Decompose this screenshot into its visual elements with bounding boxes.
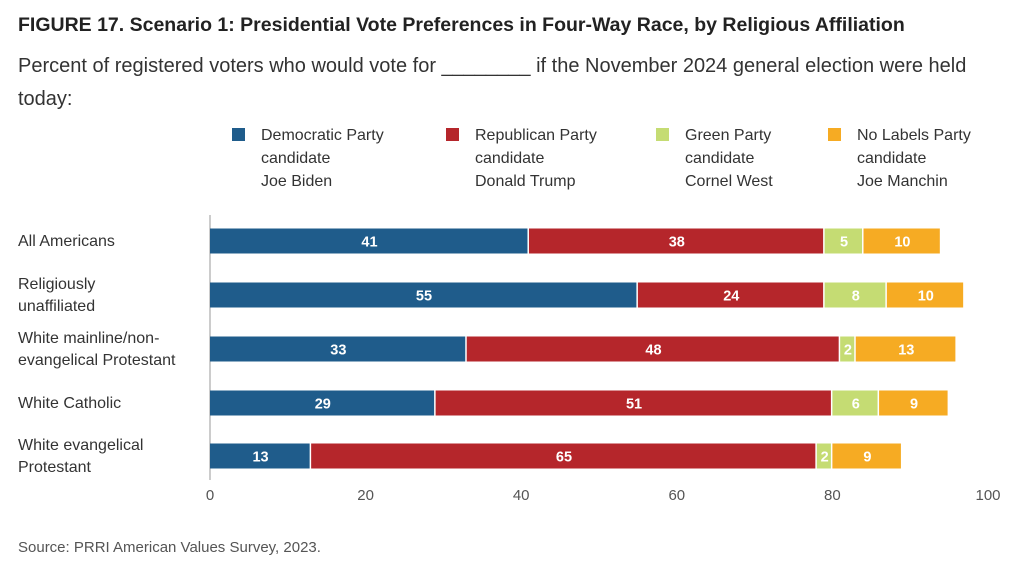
legend-swatch-biden bbox=[232, 128, 245, 141]
bar-segment bbox=[832, 443, 901, 469]
bar-segment bbox=[210, 390, 435, 416]
x-tick-label: 60 bbox=[668, 487, 685, 504]
legend-item-west: Green Party candidate Cornel West bbox=[656, 124, 773, 193]
bar-segment bbox=[840, 336, 855, 362]
legend: Democratic Party candidate Joe Biden Rep… bbox=[232, 124, 1012, 194]
legend-label-trump: Republican Party candidate Donald Trump bbox=[475, 127, 597, 190]
bar-segment bbox=[210, 282, 637, 308]
bar-segment bbox=[824, 228, 863, 254]
stacked-bar-chart: All Americans 41 38 5 10Religiouslyunaffilia… bbox=[18, 215, 1001, 504]
legend-item-manchin: No Labels Party candidate Joe Manchin bbox=[828, 124, 971, 193]
category-label: All Americans bbox=[18, 233, 115, 250]
category-label: White evangelical bbox=[18, 437, 143, 454]
bar-segment bbox=[435, 390, 831, 416]
legend-label-manchin: No Labels Party candidate Joe Manchin bbox=[857, 127, 971, 190]
bar-segment bbox=[863, 228, 940, 254]
data-label: 6 bbox=[852, 397, 860, 413]
data-label: 10 bbox=[894, 235, 910, 251]
category-label: unaffiliated bbox=[18, 298, 95, 315]
category-label: Religiously bbox=[18, 276, 95, 293]
x-tick-label: 100 bbox=[975, 487, 1000, 504]
category-label: Protestant bbox=[18, 459, 91, 476]
bar-segment bbox=[311, 443, 816, 469]
chart-subtitle: Percent of registered voters who would v… bbox=[18, 55, 967, 110]
legend-swatch-west bbox=[656, 128, 669, 141]
data-label: 10 bbox=[918, 289, 934, 305]
data-label: 2 bbox=[844, 343, 852, 359]
legend-item-trump: Republican Party candidate Donald Trump bbox=[446, 124, 597, 193]
bar-segment bbox=[886, 282, 964, 308]
category-label: White mainline/non- bbox=[18, 330, 159, 347]
data-label: 5 bbox=[840, 235, 848, 251]
legend-swatch-manchin bbox=[828, 128, 841, 141]
bar-segment bbox=[879, 390, 948, 416]
x-tick-label: 40 bbox=[513, 487, 530, 504]
data-label: 41 bbox=[361, 235, 377, 251]
x-tick-label: 20 bbox=[357, 487, 374, 504]
bar-segment bbox=[816, 443, 831, 469]
data-label: 13 bbox=[898, 343, 914, 359]
legend-label-biden: Democratic Party candidate Joe Biden bbox=[261, 127, 384, 190]
data-label: 65 bbox=[556, 450, 572, 466]
x-tick-label: 80 bbox=[824, 487, 841, 504]
x-tick-label: 0 bbox=[206, 487, 214, 504]
data-label: 33 bbox=[330, 343, 346, 359]
bar-segment bbox=[855, 336, 956, 362]
data-label: 13 bbox=[252, 450, 268, 466]
legend-swatch-trump bbox=[446, 128, 459, 141]
legend-label-west: Green Party candidate Cornel West bbox=[685, 127, 773, 190]
data-label: 9 bbox=[863, 450, 871, 466]
data-label: 29 bbox=[315, 397, 331, 413]
category-label: White Catholic bbox=[18, 395, 121, 412]
bar-segment bbox=[210, 443, 310, 469]
legend-item-biden: Democratic Party candidate Joe Biden bbox=[232, 124, 384, 193]
bar-segment bbox=[466, 336, 839, 362]
bar-segment bbox=[528, 228, 824, 254]
source-note: Source: PRRI American Values Survey, 202… bbox=[18, 539, 321, 556]
category-label: evangelical Protestant bbox=[18, 352, 176, 369]
data-label: 9 bbox=[910, 397, 918, 413]
bar-segment bbox=[832, 390, 878, 416]
bar-segment bbox=[210, 336, 466, 362]
bar-segment bbox=[637, 282, 824, 308]
data-label: 2 bbox=[821, 450, 829, 466]
data-label: 48 bbox=[645, 343, 661, 359]
data-label: 51 bbox=[626, 397, 642, 413]
data-label: 55 bbox=[416, 289, 432, 305]
data-label: 24 bbox=[723, 289, 739, 305]
bar-segment bbox=[210, 228, 528, 254]
data-label: 38 bbox=[669, 235, 685, 251]
data-label: 8 bbox=[852, 289, 860, 305]
bar-segment bbox=[824, 282, 886, 308]
chart-title: FIGURE 17. Scenario 1: Presidential Vote… bbox=[18, 14, 905, 36]
